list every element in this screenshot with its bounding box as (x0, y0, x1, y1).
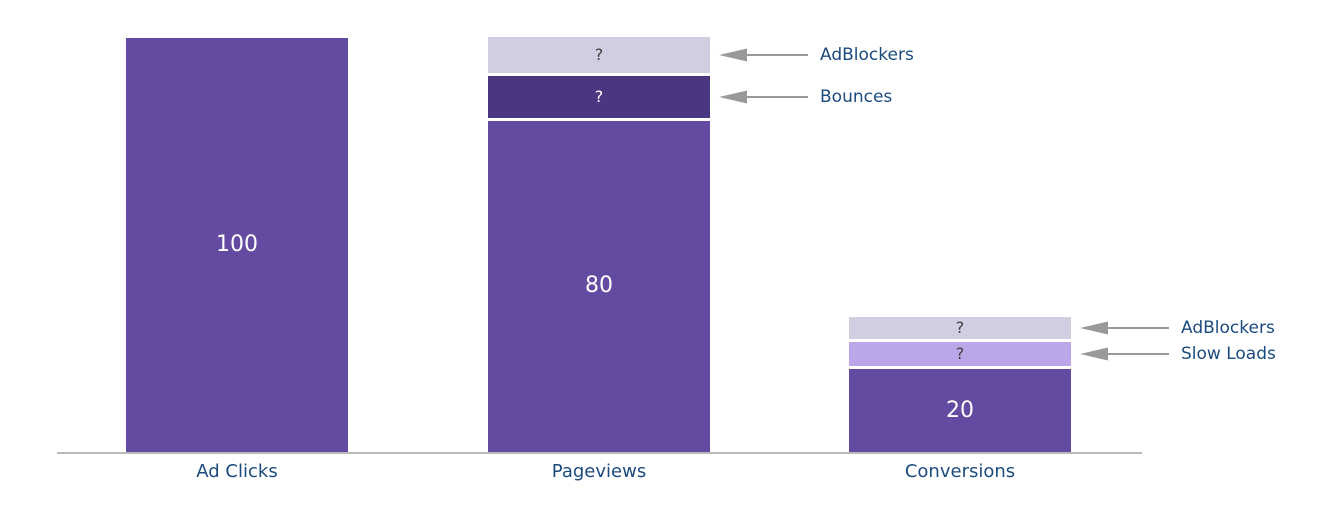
axis-label-pageviews: Pageviews (551, 461, 647, 482)
annotation-adblockers: AdBlockers (1079, 318, 1275, 338)
bar-segment-pageviews-pageviews: 80 (488, 120, 710, 452)
axis-label-ad-clicks: Ad Clicks (196, 461, 278, 482)
bar-segment-pageviews-bounces: ? (488, 76, 710, 118)
bar-segment-conversions-adblockers: ? (849, 317, 1071, 340)
segment-value-label: 100 (216, 232, 258, 257)
segment-unknown-label: ? (594, 86, 604, 106)
annotation-label: Slow Loads (1181, 344, 1276, 365)
annotation-label: AdBlockers (820, 45, 914, 65)
bar-segment-conversions-conversions: 20 (849, 369, 1071, 452)
axis-label-conversions: Conversions (904, 461, 1016, 482)
left-arrow-icon (1080, 321, 1169, 335)
bar-segment-pageviews-adblockers: ? (488, 37, 710, 73)
left-arrow-icon (719, 48, 808, 62)
annotation-label: Bounces (820, 86, 893, 107)
bar-segment-conversions-slow-loads: ? (849, 342, 1071, 367)
bar-conversions: ?? 20 (849, 317, 1071, 452)
x-axis-line (57, 452, 1142, 454)
left-arrow-icon (719, 90, 808, 104)
annotation-bounces: Bounces (718, 87, 892, 107)
annotation-adblockers: AdBlockers (718, 45, 914, 65)
segment-unknown-label: ? (955, 318, 965, 338)
segment-unknown-label: ? (955, 344, 965, 364)
bar-pageviews: ?? 80 (488, 37, 710, 452)
segment-unknown-label: ? (594, 45, 604, 64)
segment-value-label: 80 (585, 273, 613, 299)
annotation-slow-loads: Slow Loads (1079, 344, 1276, 364)
left-arrow-icon (1080, 347, 1169, 361)
bar-ad-clicks: 100 (126, 38, 348, 452)
annotation-label: AdBlockers (1181, 318, 1275, 339)
bar-segment-ad-clicks-ad-clicks: 100 (126, 38, 348, 452)
segment-value-label: 20 (946, 397, 974, 423)
